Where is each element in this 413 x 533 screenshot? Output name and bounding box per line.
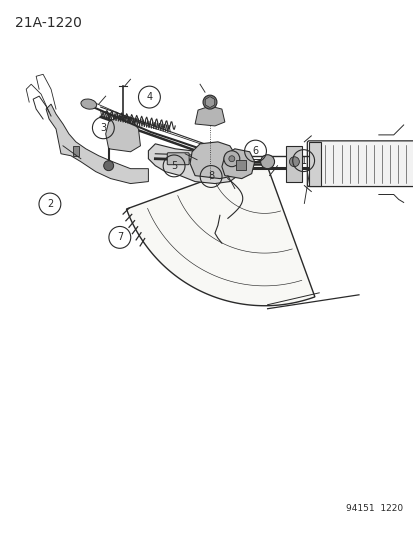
Polygon shape bbox=[195, 106, 224, 126]
Circle shape bbox=[223, 151, 239, 167]
Polygon shape bbox=[105, 116, 140, 152]
Text: 6: 6 bbox=[252, 146, 258, 156]
Circle shape bbox=[260, 155, 274, 168]
Text: 5: 5 bbox=[171, 161, 177, 171]
Polygon shape bbox=[221, 149, 254, 179]
Polygon shape bbox=[46, 104, 148, 183]
FancyBboxPatch shape bbox=[167, 153, 189, 165]
Circle shape bbox=[103, 161, 113, 171]
Text: 21A-1220: 21A-1220 bbox=[15, 15, 82, 30]
Polygon shape bbox=[126, 159, 314, 306]
Text: 94151  1220: 94151 1220 bbox=[345, 504, 402, 513]
Text: 2: 2 bbox=[47, 199, 53, 209]
Polygon shape bbox=[148, 144, 239, 183]
FancyBboxPatch shape bbox=[235, 160, 245, 169]
FancyBboxPatch shape bbox=[306, 141, 413, 187]
Circle shape bbox=[228, 156, 234, 161]
FancyBboxPatch shape bbox=[286, 146, 301, 182]
Text: 8: 8 bbox=[208, 172, 214, 182]
Text: 3: 3 bbox=[100, 123, 106, 133]
Text: 4: 4 bbox=[146, 92, 152, 102]
Text: 1: 1 bbox=[300, 156, 306, 166]
Ellipse shape bbox=[81, 99, 97, 109]
FancyBboxPatch shape bbox=[309, 142, 320, 185]
Circle shape bbox=[202, 95, 216, 109]
Circle shape bbox=[289, 157, 299, 167]
Polygon shape bbox=[190, 142, 237, 179]
Text: 7: 7 bbox=[116, 232, 123, 243]
FancyBboxPatch shape bbox=[73, 146, 78, 156]
